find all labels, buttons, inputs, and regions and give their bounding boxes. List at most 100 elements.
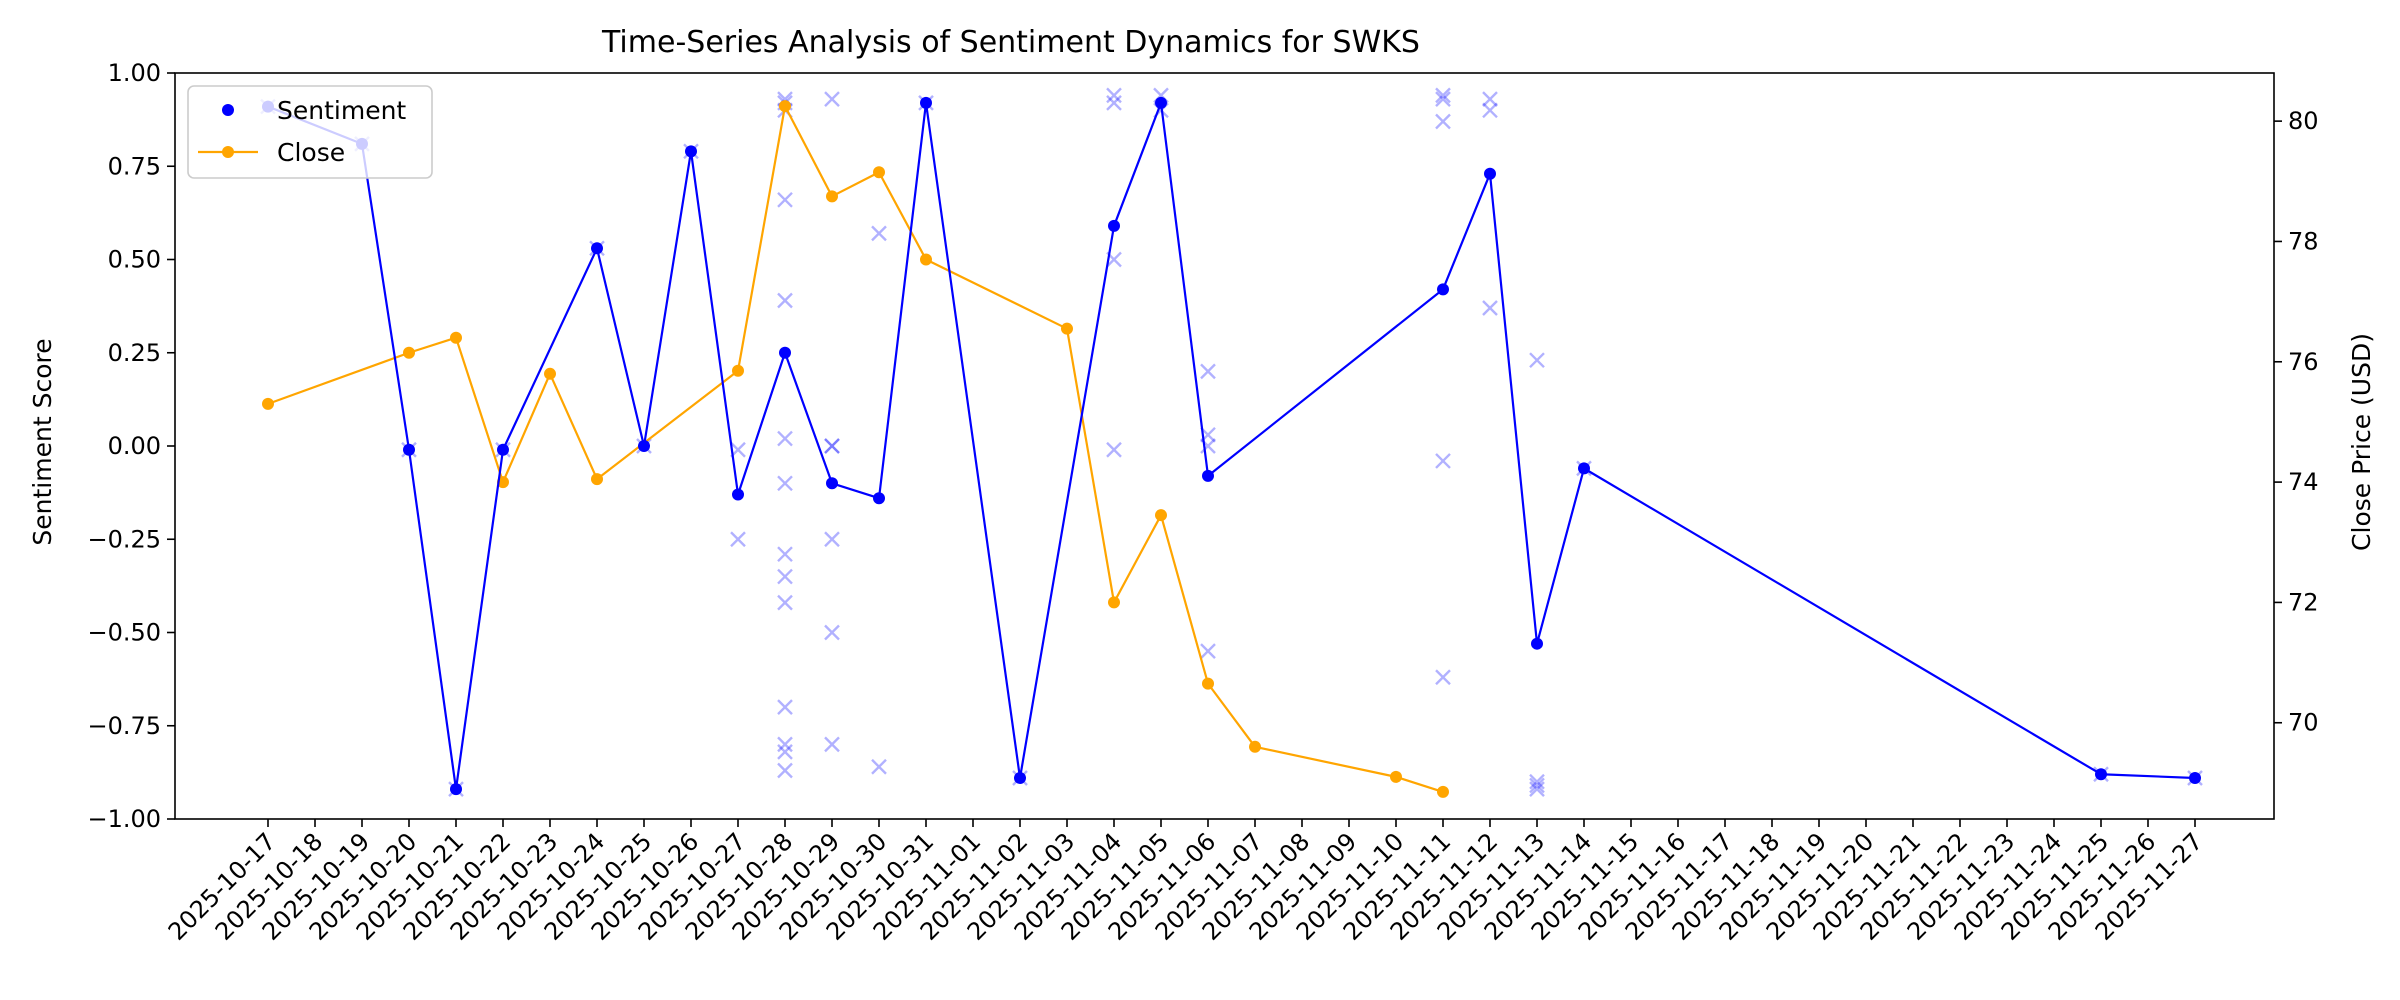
x-marker-stroke	[1529, 777, 1545, 794]
x-marker-stroke	[1106, 441, 1122, 458]
close-point	[1108, 596, 1120, 609]
sentiment-x-marker	[777, 430, 793, 447]
sentiment-x-marker	[871, 758, 887, 775]
sentiment-x-marker	[824, 438, 840, 454]
close-point	[1061, 322, 1073, 335]
legend-label-close: Close	[277, 138, 345, 167]
y-tick-label: −0.25	[87, 525, 161, 553]
close-point	[779, 100, 791, 113]
sentiment-point	[2095, 768, 2107, 781]
sentiment-point	[920, 96, 932, 109]
sentiment-point	[685, 145, 697, 158]
close-point	[873, 166, 885, 179]
close-point	[920, 253, 932, 266]
x-marker-stroke	[871, 225, 887, 242]
y-tick-label: 1.00	[108, 59, 161, 87]
x-marker-stroke	[1529, 773, 1545, 790]
sentiment-point	[1437, 283, 1449, 296]
x-marker-stroke	[1482, 102, 1498, 119]
x-marker-stroke	[1435, 87, 1451, 104]
sentiment-x-marker	[777, 762, 793, 779]
x-marker-stroke	[824, 438, 840, 454]
sentiment-x-marker	[1106, 87, 1122, 104]
sentiment-x-marker	[777, 594, 793, 611]
close-point	[1155, 509, 1167, 522]
close-point	[403, 346, 415, 359]
x-marker-stroke	[1529, 781, 1545, 798]
sentiment-x-marker	[1435, 113, 1451, 130]
plot-area	[260, 87, 2203, 798]
x-marker-stroke	[1106, 87, 1122, 104]
sentiment-x-marker	[824, 736, 840, 753]
x-marker-stroke	[1435, 113, 1451, 130]
close-point	[544, 367, 556, 380]
y2-axis: 80 78 76 74 72 70	[2274, 107, 2319, 737]
close-point	[1437, 785, 1449, 798]
x-marker-stroke	[777, 762, 793, 779]
x-marker-stroke	[1482, 102, 1498, 119]
x-marker-stroke	[777, 292, 793, 309]
x-marker-stroke	[777, 430, 793, 447]
x-marker-stroke	[777, 568, 793, 585]
x-marker-stroke	[730, 531, 746, 548]
sentiment-x-marker	[1435, 453, 1451, 469]
y2-tick-label: 80	[2288, 107, 2319, 135]
sentiment-x-marker	[1435, 669, 1451, 686]
x-marker-stroke	[777, 744, 793, 760]
x-marker-stroke	[777, 568, 793, 585]
sentiment-x-marker	[1200, 643, 1216, 659]
x-marker-stroke	[1435, 453, 1451, 469]
x-marker-stroke	[730, 441, 746, 458]
x-marker-stroke	[1200, 643, 1216, 659]
x-marker-stroke	[824, 91, 840, 107]
close-point	[826, 190, 838, 203]
sentiment-point	[826, 477, 838, 490]
x-marker-stroke	[871, 758, 887, 775]
x-marker-stroke	[824, 438, 840, 454]
x-marker-stroke	[777, 699, 793, 715]
sentiment-point	[732, 488, 744, 501]
x-marker-stroke	[1106, 87, 1122, 104]
sentiment-point	[1202, 469, 1214, 482]
sentiment-x-marker	[777, 568, 793, 585]
sentiment-x-marker	[1200, 363, 1216, 380]
close-point	[732, 364, 744, 377]
sentiment-point	[497, 443, 509, 456]
sentiment-x-marker	[777, 292, 793, 309]
sentiment-x-marker	[777, 699, 793, 715]
y-tick-label: 0.50	[108, 246, 161, 274]
sentiment-x-marker	[777, 475, 793, 492]
x-marker-stroke	[1529, 773, 1545, 790]
x-marker-stroke	[777, 292, 793, 309]
x-marker-stroke	[824, 736, 840, 753]
x-axis: 2025-10-172025-10-182025-10-192025-10-20…	[163, 819, 2208, 946]
sentiment-point	[1155, 96, 1167, 109]
x-marker-stroke	[777, 736, 793, 753]
x-marker-stroke	[777, 594, 793, 611]
x-marker-stroke	[777, 546, 793, 563]
sentiment-point	[1531, 637, 1543, 650]
x-marker-stroke	[824, 531, 840, 548]
sentiment-point	[403, 443, 415, 456]
chart-title: Time-Series Analysis of Sentiment Dynami…	[601, 25, 1420, 60]
sentiment-x-marker	[1435, 91, 1451, 107]
sentiment-point	[1014, 771, 1026, 784]
sentiment-x-marker	[824, 531, 840, 548]
x-marker-stroke	[1529, 781, 1545, 798]
legend-label-sentiment: Sentiment	[277, 96, 406, 125]
sentiment-x-marker	[824, 438, 840, 454]
x-marker-stroke	[1482, 300, 1498, 316]
x-marker-stroke	[871, 758, 887, 775]
x-marker-stroke	[1200, 643, 1216, 659]
y2-tick-label: 76	[2288, 348, 2319, 376]
x-marker-stroke	[777, 191, 793, 208]
x-marker-stroke	[824, 91, 840, 107]
x-marker-stroke	[777, 699, 793, 715]
y-tick-label: −0.50	[87, 619, 161, 647]
x-marker-stroke	[1106, 94, 1122, 111]
x-marker-stroke	[730, 531, 746, 548]
x-marker-stroke	[1435, 669, 1451, 686]
sentiment-point	[2189, 771, 2201, 784]
sentiment-point	[1578, 462, 1590, 475]
